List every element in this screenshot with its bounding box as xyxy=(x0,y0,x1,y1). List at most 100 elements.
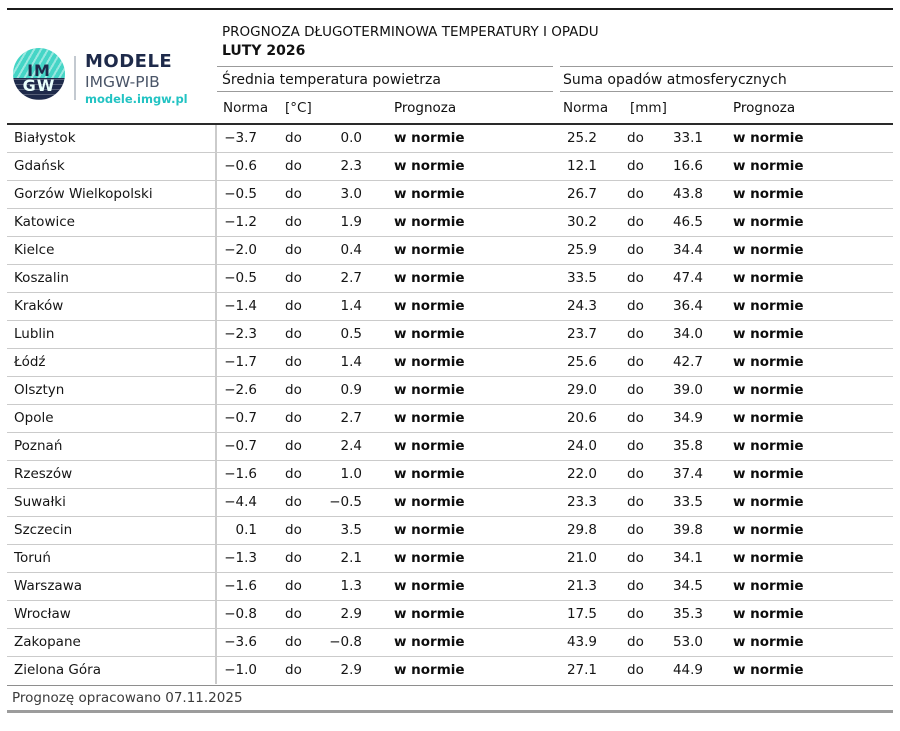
page-subtitle: LUTY 2026 xyxy=(222,43,306,59)
connector-label: do xyxy=(627,298,644,314)
imgw-logo-bottom: GW xyxy=(13,78,65,100)
table-row: Opole −0.7 do 2.7 w normie 20.6 do 34.9 w normie xyxy=(7,405,893,433)
temp-norma-min: −1.7 xyxy=(224,354,257,370)
connector-label: do xyxy=(627,242,644,258)
temp-forecast-badge: w normie xyxy=(394,494,465,510)
precip-norma-max: 44.9 xyxy=(672,662,703,678)
table-body: Białystok −3.7 do 0.0 w normie 25.2 do 33.1 w no… xyxy=(7,125,893,684)
precip-norma-min: 23.7 xyxy=(566,326,597,342)
connector-label: do xyxy=(285,354,302,370)
temp-norma-min: −1.6 xyxy=(224,466,257,482)
precip-norma-max: 34.0 xyxy=(672,326,703,342)
connector-label: do xyxy=(285,634,302,650)
top-rule xyxy=(7,8,893,10)
imgw-logo-top: IM xyxy=(13,48,65,79)
temp-norma-max: 0.4 xyxy=(340,242,362,258)
precip-forecast-badge: w normie xyxy=(733,382,804,398)
table-row: Wrocław −0.8 do 2.9 w normie 17.5 do 35.3 w norm… xyxy=(7,601,893,629)
temp-forecast-badge: w normie xyxy=(394,270,465,286)
precip-norma-min: 30.2 xyxy=(566,214,597,230)
connector-label: do xyxy=(285,326,302,342)
city-cell: Rzeszów xyxy=(7,461,217,488)
precip-norma-min: 29.0 xyxy=(566,382,597,398)
connector-label: do xyxy=(627,410,644,426)
imgw-logo-gw-text: GW xyxy=(22,76,56,96)
temp-norma-max: 2.3 xyxy=(340,158,362,174)
precip-forecast-badge: w normie xyxy=(733,494,804,510)
precip-norma-max: 47.4 xyxy=(672,270,703,286)
connector-label: do xyxy=(627,382,644,398)
city-cell: Opole xyxy=(7,405,217,432)
precip-norma-max: 35.3 xyxy=(672,606,703,622)
precip-norma-max: 33.1 xyxy=(672,130,703,146)
city-cell: Łódź xyxy=(7,349,217,376)
connector-label: do xyxy=(285,186,302,202)
precip-norma-max: 36.4 xyxy=(672,298,703,314)
temp-norma-max: 2.4 xyxy=(340,438,362,454)
temp-norma-max: 2.7 xyxy=(340,270,362,286)
temp-norma-min: −1.0 xyxy=(224,662,257,678)
city-cell: Warszawa xyxy=(7,573,217,600)
temp-forecast-badge: w normie xyxy=(394,298,465,314)
table-row: Gorzów Wielkopolski −0.5 do 3.0 w normie 26.7… xyxy=(7,181,893,209)
city-cell: Szczecin xyxy=(7,517,217,544)
temp-norma-min: −0.7 xyxy=(224,438,257,454)
table-row: Rzeszów −1.6 do 1.0 w normie 22.0 do 37.4 w norm… xyxy=(7,461,893,489)
temp-norma-max: 3.0 xyxy=(340,186,362,202)
temp-forecast-badge: w normie xyxy=(394,214,465,230)
temp-norma-max: 1.0 xyxy=(340,466,362,482)
connector-label: do xyxy=(285,438,302,454)
precip-norma-max: 39.8 xyxy=(672,522,703,538)
logo-divider xyxy=(74,56,76,100)
temp-norma-min: −1.3 xyxy=(224,550,257,566)
temp-norma-max: 2.7 xyxy=(340,410,362,426)
precip-norma-min: 33.5 xyxy=(566,270,597,286)
precip-norma-min: 24.3 xyxy=(566,298,597,314)
precip-norma-min: 24.0 xyxy=(566,438,597,454)
precip-norma-min: 26.7 xyxy=(566,186,597,202)
precip-norma-min: 25.2 xyxy=(566,130,597,146)
precip-forecast-badge: w normie xyxy=(733,410,804,426)
precip-forecast-badge: w normie xyxy=(733,550,804,566)
temp-forecast-badge: w normie xyxy=(394,606,465,622)
temp-forecast-badge: w normie xyxy=(394,438,465,454)
connector-label: do xyxy=(285,494,302,510)
temp-norma-min: −0.5 xyxy=(224,270,257,286)
city-cell: Olsztyn xyxy=(7,377,217,404)
city-cell: Zielona Góra xyxy=(7,657,217,684)
precip-norma-max: 37.4 xyxy=(672,466,703,482)
precip-norma-min: 29.8 xyxy=(566,522,597,538)
temp-forecast-badge: w normie xyxy=(394,354,465,370)
temp-norma-max: 2.1 xyxy=(340,550,362,566)
temp-norma-max: −0.8 xyxy=(329,634,362,650)
precip-forecast-badge: w normie xyxy=(733,214,804,230)
header-temp-prognoza: Prognoza xyxy=(394,100,457,116)
city-cell: Białystok xyxy=(7,125,217,152)
connector-label: do xyxy=(627,578,644,594)
precip-norma-max: 34.5 xyxy=(672,578,703,594)
precip-norma-max: 46.5 xyxy=(672,214,703,230)
temp-forecast-badge: w normie xyxy=(394,242,465,258)
brand-url: modele.imgw.pl xyxy=(85,92,188,107)
precip-forecast-badge: w normie xyxy=(733,158,804,174)
table-row: Szczecin 0.1 do 3.5 w normie 29.8 do 39.8 w norm… xyxy=(7,517,893,545)
connector-label: do xyxy=(627,354,644,370)
temp-forecast-badge: w normie xyxy=(394,466,465,482)
precip-forecast-badge: w normie xyxy=(733,186,804,202)
connector-label: do xyxy=(627,130,644,146)
city-cell: Wrocław xyxy=(7,601,217,628)
temp-norma-min: −3.7 xyxy=(224,130,257,146)
precip-norma-min: 21.3 xyxy=(566,578,597,594)
precip-norma-min: 22.0 xyxy=(566,466,597,482)
temp-norma-min: −2.6 xyxy=(224,382,257,398)
temp-norma-max: 0.5 xyxy=(340,326,362,342)
precip-norma-max: 16.6 xyxy=(672,158,703,174)
city-cell: Lublin xyxy=(7,321,217,348)
temp-forecast-badge: w normie xyxy=(394,634,465,650)
connector-label: do xyxy=(627,466,644,482)
precip-norma-min: 25.9 xyxy=(566,242,597,258)
header-city-spacer xyxy=(7,93,217,123)
precip-norma-max: 53.0 xyxy=(672,634,703,650)
temp-norma-min: −1.6 xyxy=(224,578,257,594)
temp-norma-max: 2.9 xyxy=(340,606,362,622)
